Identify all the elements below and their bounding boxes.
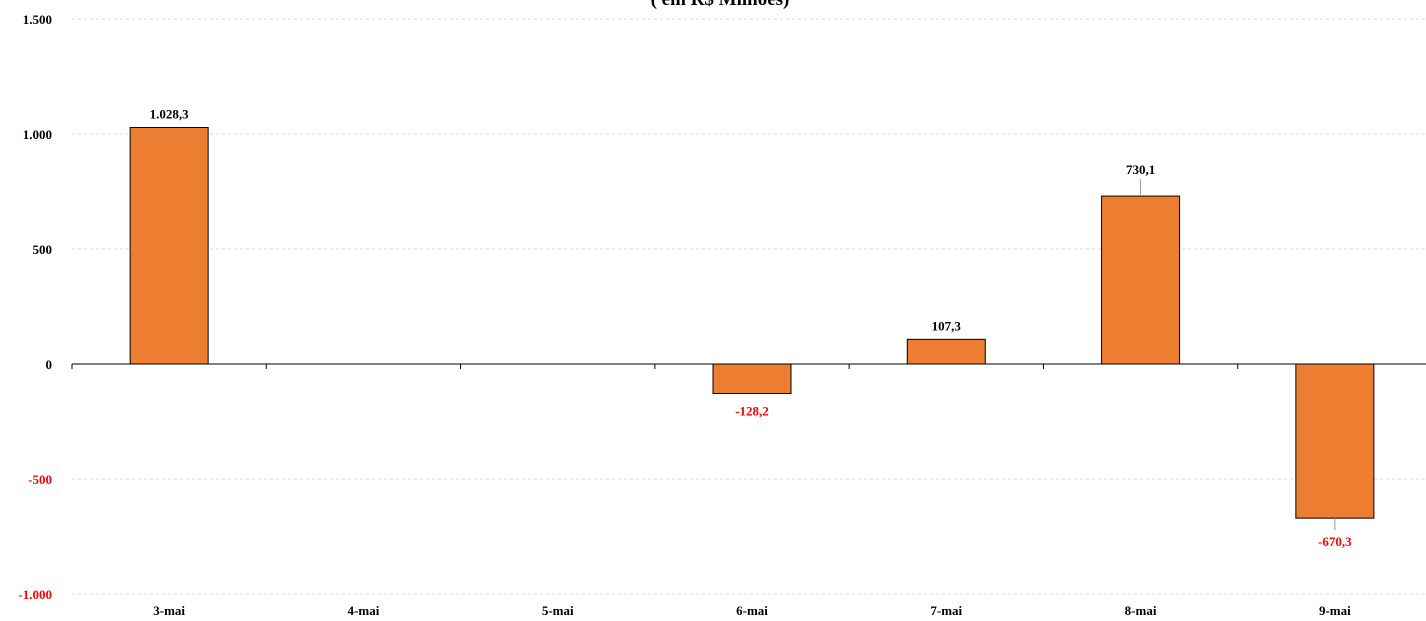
x-category-label: 7-mai xyxy=(930,603,962,618)
y-tick-label: -1.000 xyxy=(18,587,52,602)
y-tick-label: 1.500 xyxy=(23,12,52,27)
bar xyxy=(1101,195,1181,365)
x-category-label: 3-mai xyxy=(153,603,185,618)
x-axis-ticks xyxy=(71,364,1239,369)
data-label: -128,2 xyxy=(735,403,769,418)
data-label: 730,1 xyxy=(1126,162,1155,177)
bars xyxy=(129,126,1375,519)
gridlines xyxy=(72,18,1426,595)
x-category-label: 6-mai xyxy=(736,603,768,618)
x-category-label: 9-mai xyxy=(1319,603,1351,618)
y-tick-label: 0 xyxy=(46,357,53,372)
x-axis-category-labels: 3-mai 4-mai 5-mai 6-mai 7-mai 8-mai 9-mai xyxy=(153,603,1351,618)
x-category-label: 5-mai xyxy=(542,603,574,618)
data-label: 107,3 xyxy=(932,318,962,333)
y-tick-label: -500 xyxy=(28,472,52,487)
x-category-label: 4-mai xyxy=(348,603,380,618)
data-label: 1.028,3 xyxy=(150,106,190,121)
x-category-label: 8-mai xyxy=(1125,603,1157,618)
y-axis-tick-labels: 1.500 1.000 500 0 -500 -1.000 xyxy=(18,12,52,602)
bar xyxy=(1295,363,1375,519)
data-label: -670,3 xyxy=(1318,534,1352,549)
y-tick-label: 1.000 xyxy=(23,127,52,142)
bar xyxy=(906,338,986,365)
bar xyxy=(129,126,209,365)
bar xyxy=(712,363,792,394)
y-tick-label: 500 xyxy=(33,242,53,257)
chart-title: ( em R$ Milhões) xyxy=(651,0,790,10)
label-leader-lines xyxy=(1140,179,1336,531)
data-labels: 1.028,3 -128,2 107,3 730,1 -670,3 xyxy=(150,106,1352,549)
